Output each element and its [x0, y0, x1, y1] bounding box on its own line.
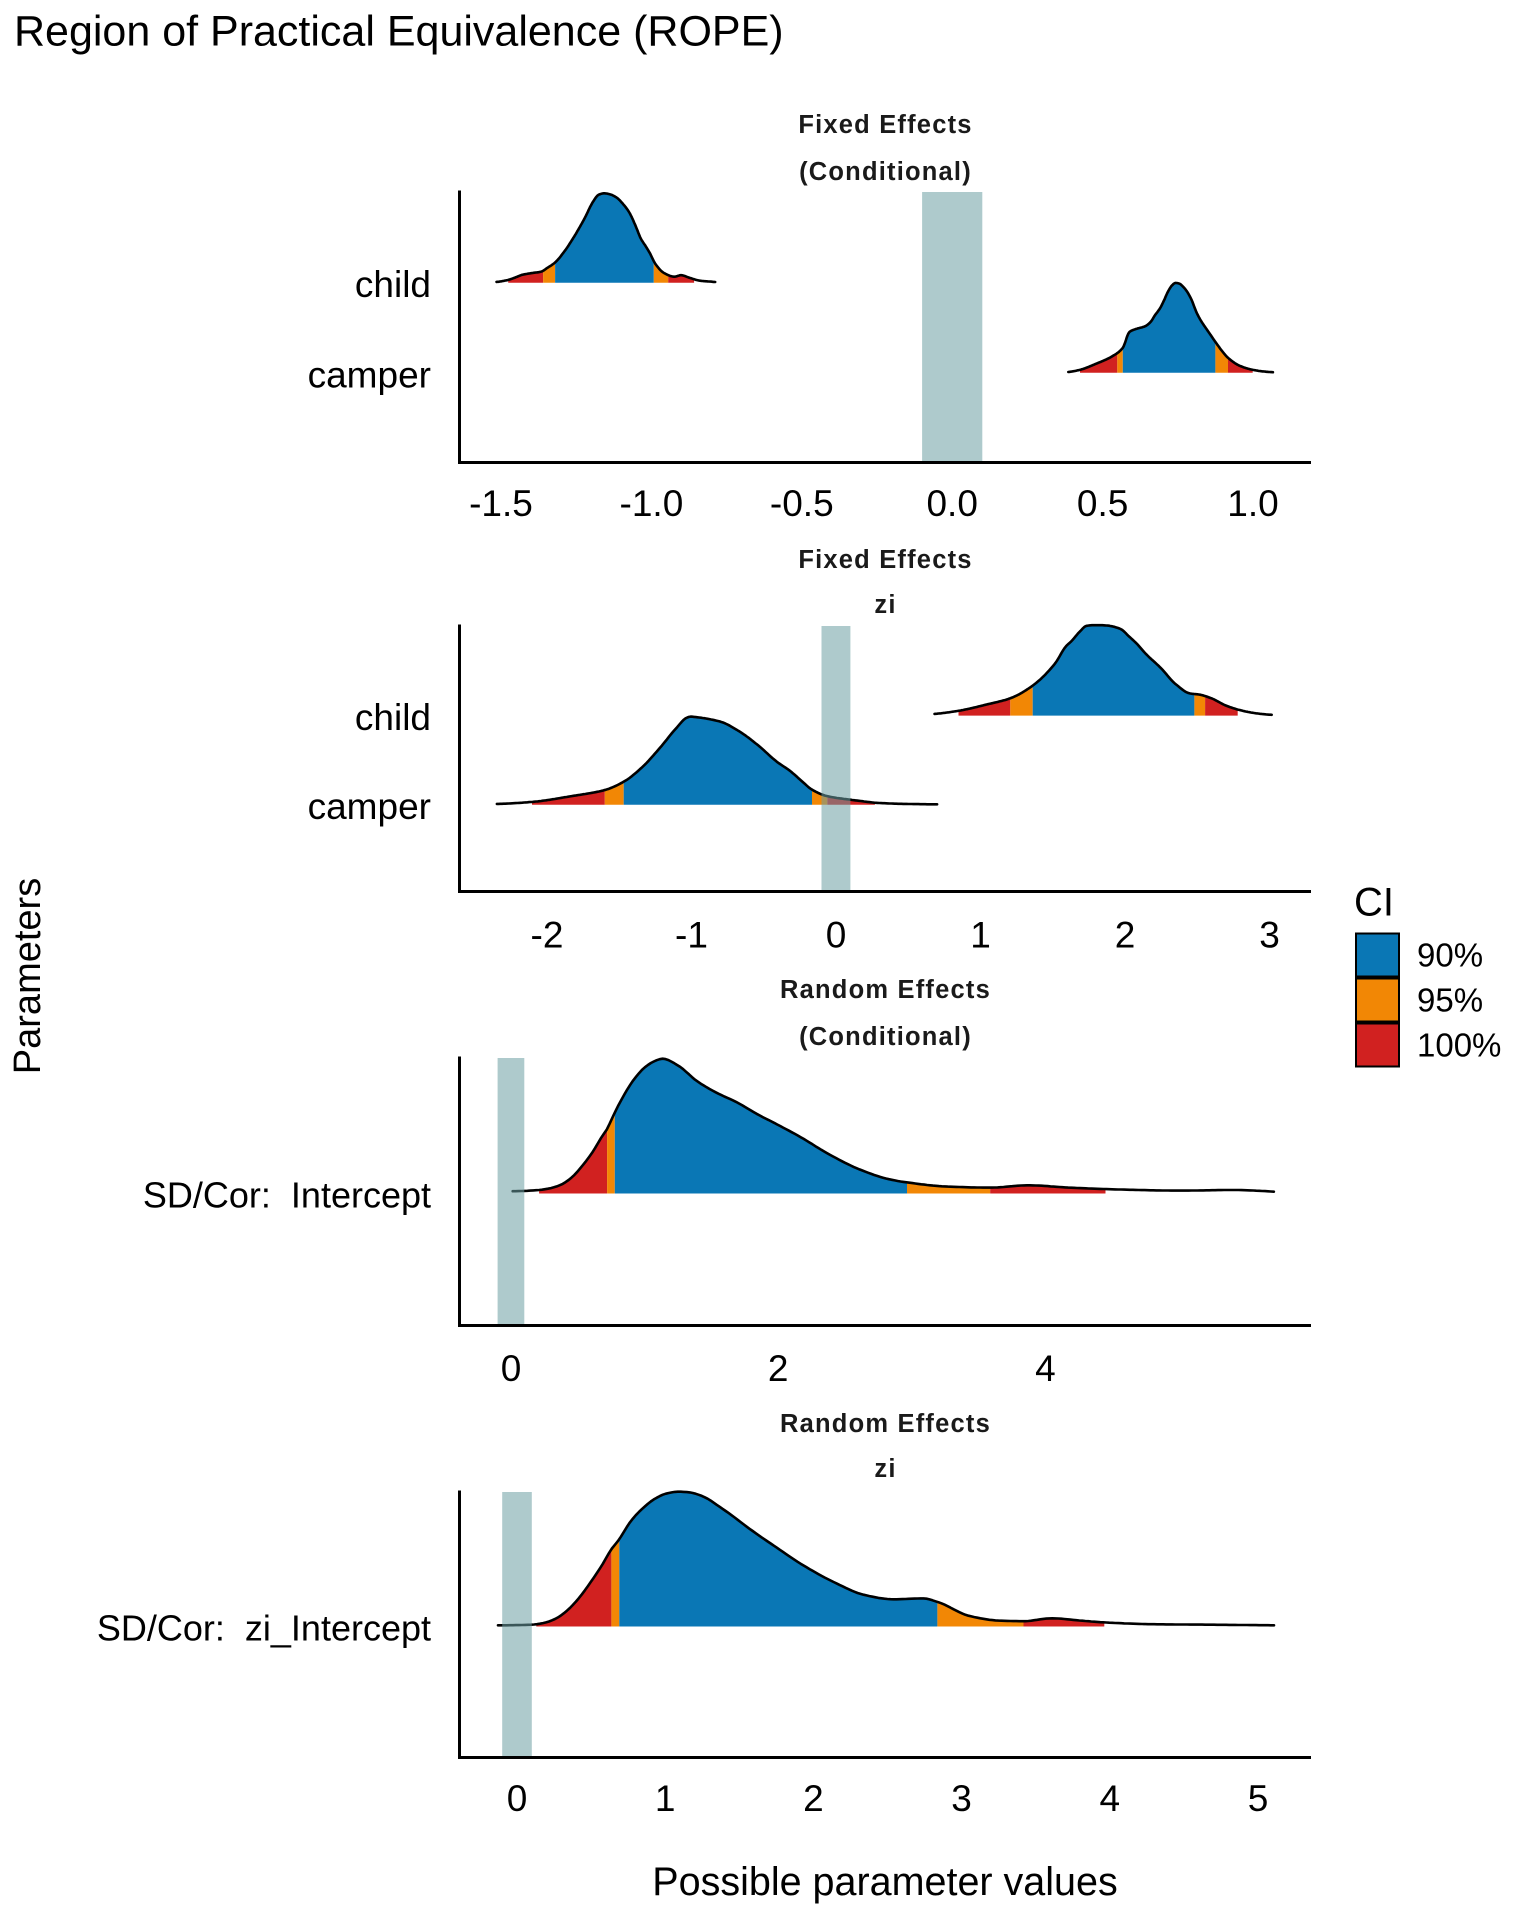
svg-text:Possible parameter values: Possible parameter values	[652, 1860, 1117, 1904]
svg-text:3: 3	[951, 1778, 972, 1819]
svg-text:camper: camper	[308, 786, 431, 827]
svg-text:-1.5: -1.5	[469, 483, 533, 524]
svg-text:Region of Practical Equivalenc: Region of Practical Equivalence (ROPE)	[14, 8, 784, 56]
svg-text:CI: CI	[1354, 881, 1394, 925]
svg-text:0: 0	[507, 1778, 528, 1819]
svg-text:SD/Cor: Intercept: SD/Cor: Intercept	[143, 1175, 431, 1216]
svg-text:0.0: 0.0	[926, 483, 977, 524]
svg-text:-1.0: -1.0	[620, 483, 684, 524]
svg-text:95%: 95%	[1417, 982, 1483, 1019]
svg-text:-2: -2	[531, 915, 564, 956]
svg-text:2: 2	[768, 1348, 789, 1389]
svg-text:Fixed Effects: Fixed Effects	[798, 111, 972, 139]
svg-text:3: 3	[1259, 915, 1280, 956]
svg-text:child: child	[355, 697, 431, 738]
svg-text:2: 2	[803, 1778, 824, 1819]
svg-text:(Conditional): (Conditional)	[799, 1023, 972, 1051]
svg-text:camper: camper	[308, 354, 431, 395]
svg-text:SD/Cor: zi_Intercept: SD/Cor: zi_Intercept	[97, 1608, 431, 1649]
svg-text:-1: -1	[675, 915, 708, 956]
svg-text:Random Effects: Random Effects	[780, 1410, 991, 1438]
svg-text:0: 0	[826, 915, 847, 956]
svg-text:1: 1	[655, 1778, 676, 1819]
svg-text:0.5: 0.5	[1077, 483, 1128, 524]
svg-text:4: 4	[1100, 1778, 1121, 1819]
svg-text:90%: 90%	[1417, 937, 1483, 974]
svg-text:(Conditional): (Conditional)	[799, 158, 972, 186]
svg-text:-0.5: -0.5	[770, 483, 834, 524]
svg-text:4: 4	[1035, 1348, 1056, 1389]
svg-text:100%: 100%	[1417, 1027, 1501, 1064]
svg-text:2: 2	[1115, 915, 1136, 956]
svg-text:0: 0	[501, 1348, 522, 1389]
svg-text:1.0: 1.0	[1227, 483, 1278, 524]
svg-text:Random Effects: Random Effects	[780, 976, 991, 1004]
svg-text:Parameters: Parameters	[7, 878, 49, 1074]
svg-text:Fixed Effects: Fixed Effects	[798, 546, 972, 574]
svg-text:zi: zi	[874, 1455, 896, 1483]
svg-text:5: 5	[1248, 1778, 1269, 1819]
svg-text:1: 1	[970, 915, 991, 956]
svg-text:child: child	[355, 264, 431, 305]
svg-text:zi: zi	[874, 591, 896, 619]
